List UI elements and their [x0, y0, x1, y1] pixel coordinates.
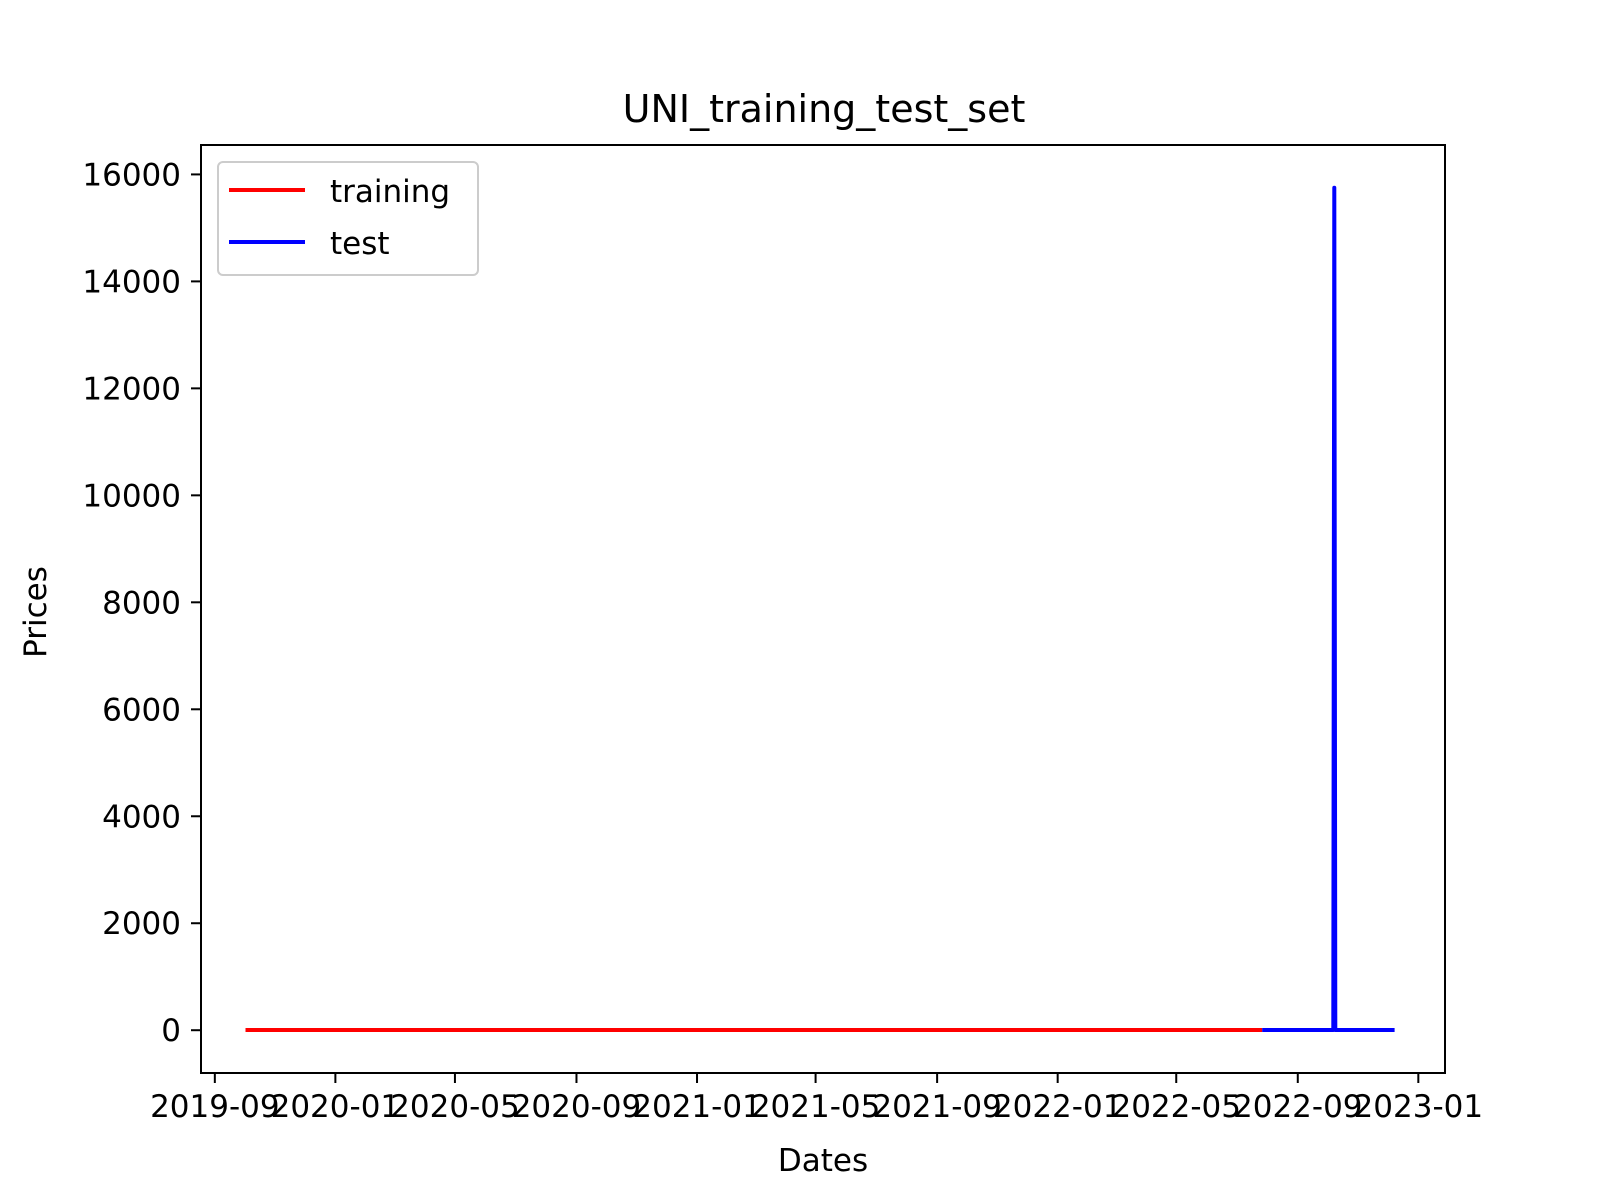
x-tick-label: 2022-09 — [1233, 1089, 1363, 1125]
legend-test-label: test — [330, 226, 390, 262]
x-tick-label: 2019-09 — [150, 1089, 280, 1125]
chart-title: UNI_training_test_set — [623, 87, 1026, 131]
x-tick-label: 2022-05 — [1111, 1089, 1241, 1125]
y-tick-label: 2000 — [102, 906, 181, 942]
x-tick-label: 2020-01 — [271, 1089, 401, 1125]
legend: training test — [217, 161, 479, 276]
x-tick-label: 2020-05 — [390, 1089, 520, 1125]
y-tick-label: 16000 — [82, 157, 181, 193]
plot-frame — [200, 144, 1446, 1074]
y-tick-label: 12000 — [82, 371, 181, 407]
x-tick-label: 2021-05 — [751, 1089, 881, 1125]
y-axis-label: Prices — [18, 566, 54, 658]
series-line-test — [1262, 185, 1395, 1032]
x-tick-label: 2023-01 — [1354, 1089, 1484, 1125]
y-tick-label: 14000 — [82, 264, 181, 300]
x-tick-label: 2020-09 — [512, 1089, 642, 1125]
x-tick-label: 2022-01 — [993, 1089, 1123, 1125]
series-layer — [245, 185, 1395, 1032]
y-axis: 0 2000 4000 6000 8000 10000 12000 14000 16000 — [82, 157, 201, 1049]
y-tick-label: 4000 — [102, 799, 181, 835]
x-tick-label: 2021-01 — [632, 1089, 762, 1125]
y-tick-label: 6000 — [102, 692, 181, 728]
y-tick-label: 8000 — [102, 585, 181, 621]
y-tick-label: 0 — [161, 1013, 181, 1049]
x-axis-label: Dates — [778, 1143, 868, 1179]
legend-training-label: training — [330, 174, 450, 210]
x-tick-label: 2021-09 — [872, 1089, 1002, 1125]
y-tick-label: 10000 — [82, 478, 181, 514]
x-axis: 2019-092020-012020-052020-092021-012021-… — [150, 1073, 1483, 1125]
